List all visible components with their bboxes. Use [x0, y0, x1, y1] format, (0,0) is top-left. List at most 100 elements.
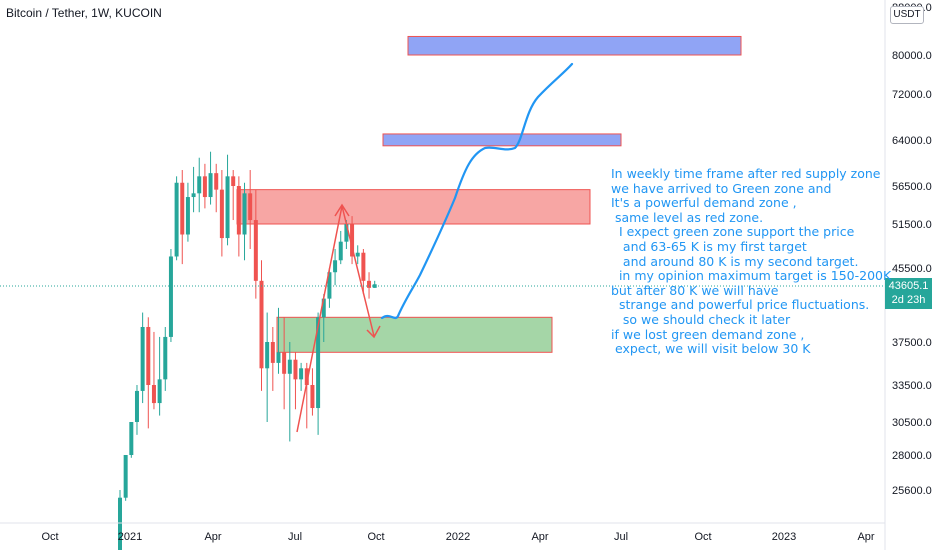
zones-layer [236, 35, 742, 353]
analysis-note-line: same level as red zone. [611, 209, 764, 225]
candle [327, 268, 332, 308]
candle-body [140, 326, 145, 391]
candle-body [310, 385, 315, 409]
candle-body [276, 352, 281, 363]
analysis-note-line: if we lost green demand zone , [611, 326, 805, 342]
analysis-note-line: It's a powerful demand zone , [611, 195, 797, 211]
candle [367, 272, 372, 299]
zone-first_target [382, 133, 622, 147]
zone-second_target [407, 35, 742, 56]
red-arrow-down-icon [366, 325, 381, 339]
candle [151, 331, 156, 410]
candle-body [344, 224, 349, 242]
candle [163, 326, 168, 391]
candle-body [361, 252, 366, 281]
candle [123, 455, 128, 501]
candle-body [253, 220, 258, 281]
candle-body [270, 342, 275, 363]
candle [202, 163, 207, 209]
candle [321, 294, 326, 342]
analysis-note-line: in my opinion maximum target is 150-200K [611, 268, 892, 284]
candle-body [287, 359, 292, 374]
candle [242, 182, 247, 261]
price-tick-label: 64000.0 [892, 135, 932, 147]
candle-body [151, 385, 156, 404]
zone-supply [236, 189, 591, 225]
candle [168, 249, 173, 342]
currency-button[interactable]: USDT [890, 6, 924, 24]
candle-body [197, 176, 202, 194]
candle [265, 312, 270, 422]
candle [146, 317, 151, 429]
time-tick-label: Jul [288, 531, 302, 543]
candle [214, 163, 219, 213]
candle-body [282, 352, 287, 374]
time-tick-label: Oct [367, 531, 384, 543]
candle [185, 182, 190, 242]
time-tick-label: Apr [857, 531, 874, 543]
time-axis[interactable]: Oct 2021 Apr Jul Oct 2022 Apr Jul Oct 2023 Apr [41, 531, 874, 543]
time-tick-label: 2021 [118, 531, 142, 543]
candle-body [248, 193, 253, 221]
candle [236, 176, 241, 257]
time-tick-label: Oct [41, 531, 58, 543]
candle-body [214, 173, 219, 190]
candle [282, 317, 287, 410]
candle-body [129, 422, 134, 455]
price-tick-label: 56500.0 [892, 181, 932, 193]
analysis-note-line: we have arrived to Green zone and [611, 180, 832, 196]
candle [372, 280, 377, 288]
candle [276, 307, 281, 374]
candle-body [191, 193, 196, 198]
price-tick-label: 51500.0 [892, 219, 932, 231]
current-price-label: 43605.1 2d 23h [885, 278, 932, 309]
candle [293, 352, 298, 410]
candle-body [168, 256, 173, 337]
candle [316, 312, 321, 435]
current-price-value: 43605.1 [888, 280, 929, 292]
time-tick-label: 2023 [772, 531, 796, 543]
candle-body [367, 280, 372, 288]
candle-body [350, 224, 355, 257]
candle [174, 176, 179, 261]
analysis-note-line: In weekly time frame after red supply zo… [611, 166, 881, 181]
candle [253, 189, 258, 299]
candle [219, 170, 224, 257]
candle [134, 385, 139, 435]
time-tick-label: 2022 [446, 531, 470, 543]
analysis-note: In weekly time frame after red supply zo… [611, 166, 911, 357]
candle [197, 157, 202, 213]
candle-body [321, 298, 326, 318]
bar-countdown: 2d 23h [891, 294, 926, 306]
candle-body [293, 359, 298, 380]
candle-body [265, 342, 270, 369]
candle-body [236, 186, 241, 235]
analysis-note-line: strange and powerful price fluctuations. [611, 297, 870, 313]
analysis-note-line: I expect green zone support the price [611, 224, 855, 240]
candle-body [134, 390, 139, 422]
candle [355, 245, 360, 265]
price-axis[interactable]: 88000.080000.072000.064000.056500.051500… [892, 2, 932, 497]
candle-body [118, 497, 122, 550]
candle [361, 249, 366, 295]
candle [310, 368, 315, 416]
price-tick-label: 37500.0 [892, 337, 932, 349]
time-tick-label: Jul [614, 531, 628, 543]
candle [350, 216, 355, 265]
symbol-title: Bitcoin / Tether, 1W, KUCOIN [6, 6, 162, 20]
projected-price-path [380, 62, 574, 320]
candle-body [327, 272, 332, 299]
price-tick-label: 72000.0 [892, 89, 932, 101]
candle-body [174, 182, 179, 257]
candle-body [202, 176, 207, 198]
candle [299, 362, 304, 391]
candle-body [185, 197, 190, 235]
candle-body [259, 280, 264, 369]
candle [208, 151, 213, 205]
candle [304, 362, 309, 429]
candle [333, 249, 338, 286]
analysis-note-line: and around 80 K is my second target. [611, 253, 859, 269]
drawings-layer [296, 62, 574, 433]
candle-body [146, 326, 151, 385]
